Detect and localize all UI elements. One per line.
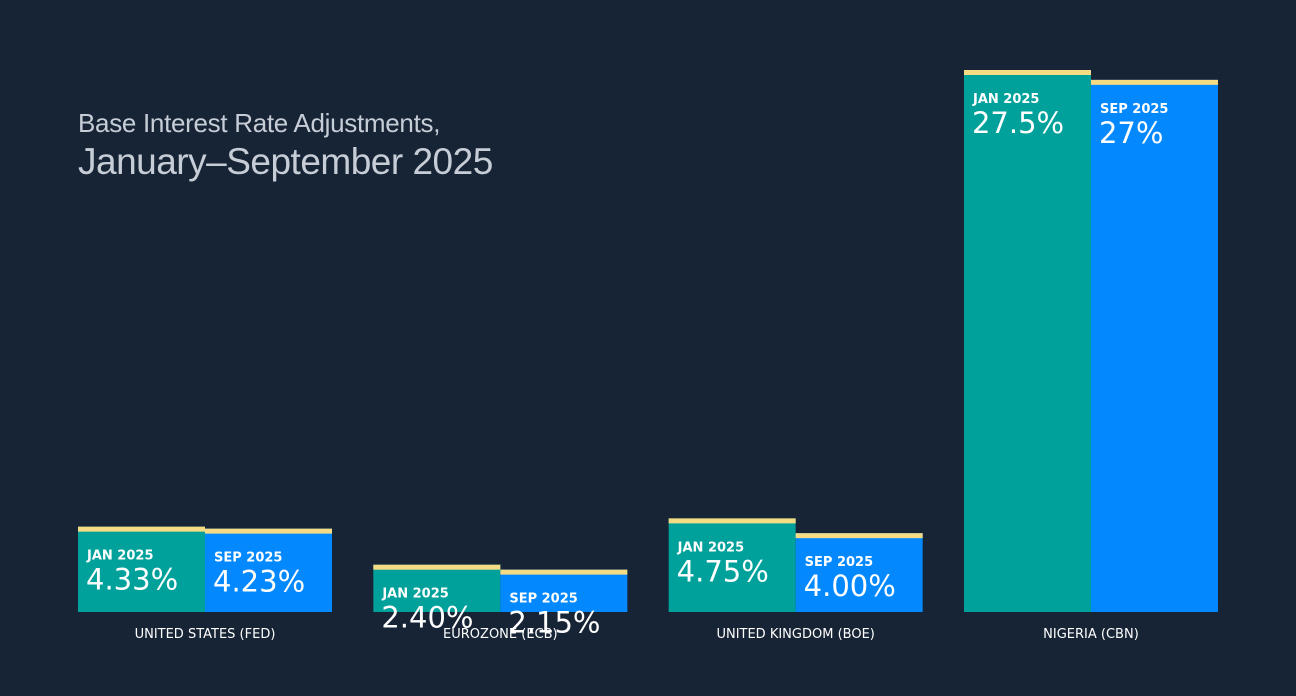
bar-nigeria-cbn-sep-2025 [1090, 79, 1218, 612]
bar-value-label-united-states-fed-jan-2025: 4.33% [86, 563, 178, 597]
bar-cap-eurozone-ecb-sep-2025 [500, 569, 628, 575]
chart-title-block: Base Interest Rate Adjustments, January–… [78, 106, 493, 184]
bar-value-label-nigeria-cbn-sep-2025: 27% [1099, 116, 1163, 150]
bar-cap-nigeria-cbn-sep-2025 [1090, 79, 1218, 85]
bar-value-label-eurozone-ecb-jan-2025: 2.40% [381, 601, 473, 635]
bar-eurozone-ecb-jan-2025 [373, 564, 501, 612]
bar-cap-united-kingdom-boe-sep-2025 [795, 533, 923, 539]
bar-eurozone-ecb-sep-2025 [500, 569, 628, 612]
bar-value-label-nigeria-cbn-jan-2025: 27.5% [972, 106, 1064, 140]
category-label-united-kingdom-boe: UNITED KINGDOM (BOE) [716, 627, 874, 642]
bar-value-label-united-kingdom-boe-jan-2025: 4.75% [677, 554, 769, 588]
bar-series-label-united-states-fed-sep-2025: SEP 2025 [214, 551, 282, 566]
bar-united-kingdom-boe-sep-2025 [795, 533, 923, 612]
bar-series-label-united-states-fed-jan-2025: JAN 2025 [86, 549, 154, 564]
bar-series-label-nigeria-cbn-sep-2025: SEP 2025 [1100, 102, 1168, 117]
bar-series-label-nigeria-cbn-jan-2025: JAN 2025 [972, 92, 1040, 107]
bar-series-label-eurozone-ecb-jan-2025: JAN 2025 [381, 587, 449, 602]
bar-series-label-united-kingdom-boe-sep-2025: SEP 2025 [805, 555, 873, 570]
category-label-nigeria-cbn: NIGERIA (CBN) [1043, 627, 1139, 642]
category-label-united-states-fed: UNITED STATES (FED) [135, 627, 276, 642]
bar-cap-united-states-fed-sep-2025 [205, 528, 332, 534]
bar-united-states-fed-sep-2025 [205, 528, 332, 612]
bar-value-label-eurozone-ecb-sep-2025: 2.15% [508, 606, 600, 640]
chart-subtitle: January–September 2025 [78, 141, 493, 182]
category-label-eurozone-ecb: EUROZONE (ECB) [443, 627, 558, 642]
bar-united-kingdom-boe-jan-2025 [668, 518, 796, 612]
bar-cap-nigeria-cbn-jan-2025 [963, 70, 1091, 75]
bar-nigeria-cbn-jan-2025 [963, 70, 1091, 612]
chart-title: Base Interest Rate Adjustments, [78, 108, 441, 138]
bar-cap-united-kingdom-boe-jan-2025 [668, 518, 796, 524]
bar-value-label-united-kingdom-boe-sep-2025: 4.00% [804, 569, 896, 603]
bar-series-label-united-kingdom-boe-jan-2025: JAN 2025 [677, 540, 745, 555]
bar-cap-eurozone-ecb-jan-2025 [373, 564, 501, 570]
bar-series-label-eurozone-ecb-sep-2025: SEP 2025 [509, 592, 577, 607]
bar-value-label-united-states-fed-sep-2025: 4.23% [213, 565, 305, 599]
bar-united-states-fed-jan-2025 [78, 526, 205, 612]
bar-cap-united-states-fed-jan-2025 [78, 526, 205, 532]
